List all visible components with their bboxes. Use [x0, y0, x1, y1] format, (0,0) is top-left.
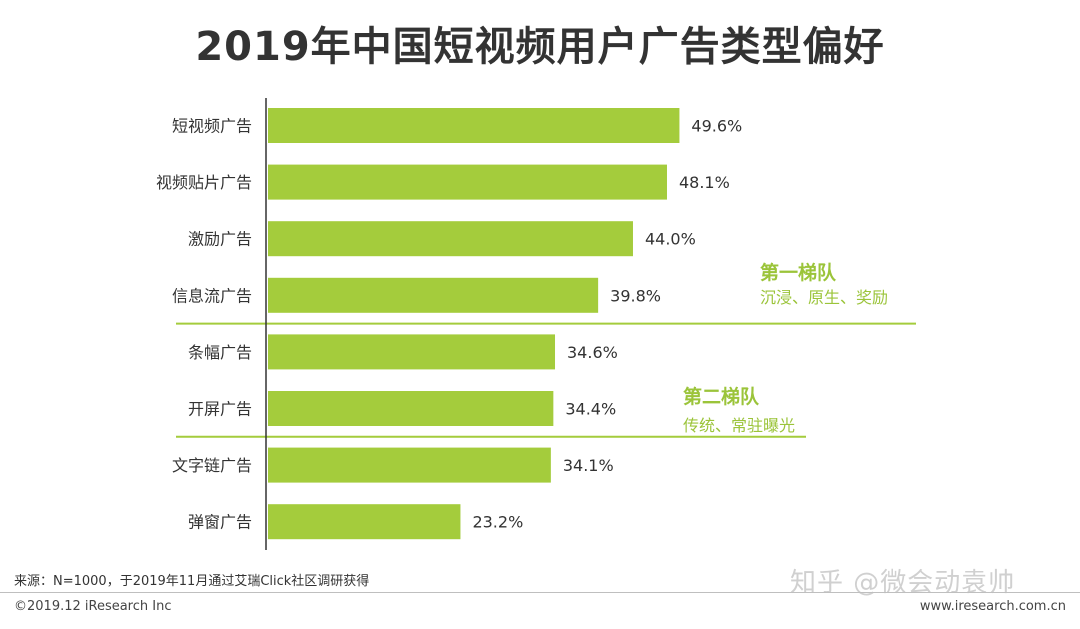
category-label: 短视频广告 [172, 117, 252, 136]
category-label: 文字链广告 [172, 456, 252, 475]
value-label: 23.2% [472, 513, 523, 532]
bar-2 [268, 164, 667, 200]
tier-dividers [176, 322, 916, 438]
bar-4 [268, 277, 599, 313]
bars [268, 108, 680, 540]
value-labels: 49.6% 48.1% 44.0% 39.8% 34.6% 34.4% 34.1% 23.2% [472, 117, 742, 532]
footer-url-link[interactable]: www.iresearch.com.cn [919, 599, 1066, 614]
category-label: 信息流广告 [172, 286, 252, 305]
source-note: 来源：N=1000，于2019年11月通过艾瑞Click社区调研获得 [14, 574, 370, 589]
value-label: 34.4% [565, 400, 616, 419]
copyright-text: ©2019.12 iResearch Inc [14, 599, 172, 614]
value-label: 44.0% [645, 230, 696, 249]
value-label: 39.8% [610, 286, 661, 305]
category-label: 视频贴片广告 [156, 173, 252, 192]
bar-7 [268, 447, 551, 483]
category-label: 激励广告 [188, 230, 252, 249]
tier-1-title: 第一梯队 [760, 262, 837, 284]
value-label: 34.6% [567, 343, 618, 362]
category-label: 弹窗广告 [188, 513, 252, 532]
tier-2-title: 第二梯队 [683, 386, 760, 408]
tier-2-description: 传统、常驻曝光 [683, 416, 796, 435]
value-label: 49.6% [691, 117, 742, 136]
watermark: 知乎 @微会动袁帅 [790, 568, 1016, 598]
category-label: 条幅广告 [188, 343, 252, 362]
bar-1 [268, 108, 680, 143]
category-label: 开屏广告 [188, 400, 252, 419]
bar-8 [268, 504, 461, 540]
bar-3 [268, 221, 633, 257]
chart-title: 2019年中国短视频用户广告类型偏好 [195, 24, 885, 70]
footer-divider [0, 592, 1080, 593]
value-label: 34.1% [563, 456, 614, 475]
bar-6 [268, 391, 554, 426]
bar-5 [268, 334, 556, 370]
value-label: 48.1% [679, 173, 730, 192]
tier-1-description: 沉浸、原生、奖励 [760, 288, 889, 307]
